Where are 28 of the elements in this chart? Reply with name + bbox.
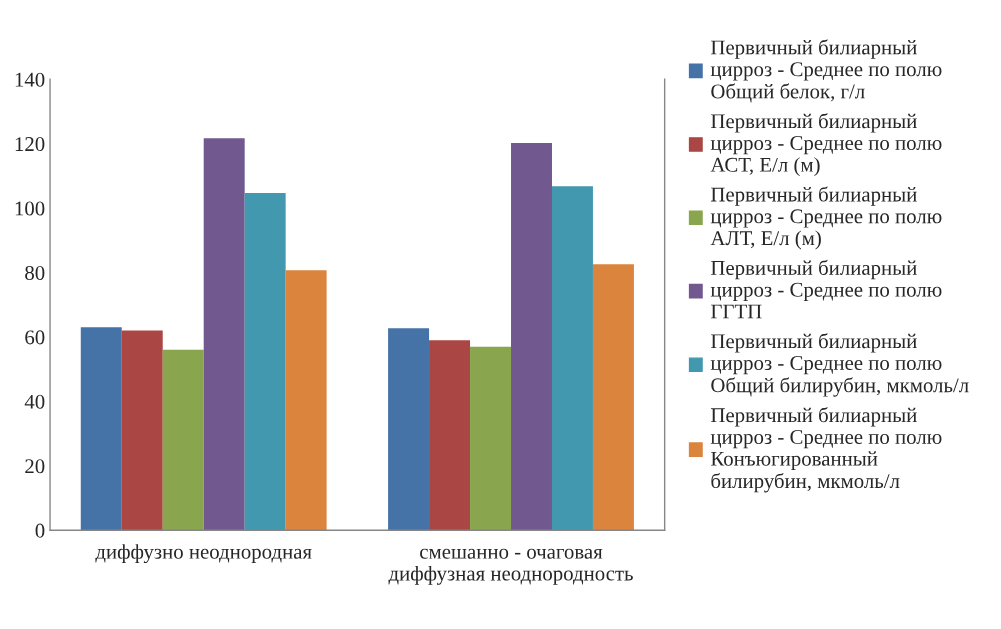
bar (80, 327, 122, 531)
x-tick-label: диффузно неоднородная (95, 544, 312, 564)
legend-label: Первичный билиарный цирроз - Среднее по полю Общий белок, г/л (710, 39, 942, 103)
y-tick-label: 40 (24, 394, 45, 409)
bar (388, 328, 430, 531)
bar (429, 340, 471, 531)
y-tick-label: 20 (25, 459, 45, 474)
legend-label: Первичный билиарный цирроз - Среднее по полю ГГТП (710, 259, 942, 319)
bar (592, 264, 634, 531)
y-tick-label: 120 (15, 137, 45, 152)
x-tick-label: смешанно - очаговая диффузная неоднородность (388, 548, 633, 585)
legend-label: Первичный билиарный цирроз - Среднее по полю Общий билирубин, мкмоль/л (710, 333, 969, 397)
bar (203, 138, 245, 531)
bar (470, 346, 512, 531)
y-tick-label: 0 (35, 523, 45, 538)
bar (285, 270, 327, 531)
y-tick-label: 140 (15, 72, 45, 87)
y-tick-label: 100 (15, 201, 45, 216)
bar (244, 192, 286, 531)
legend-label: Первичный билиарный цирроз - Среднее по полю АСТ, Е/л (м) (710, 113, 942, 177)
y-tick-label: 80 (25, 265, 45, 280)
bar (162, 349, 204, 531)
bar (551, 186, 593, 531)
bar (121, 330, 163, 531)
legend-label: Первичный билиарный цирроз - Среднее по полю Конъюгированный билирубин, мкмоль/л (710, 407, 942, 493)
bar (511, 143, 552, 531)
legend-label: Первичный билиарный цирроз - Среднее по полю АЛТ, Е/л (м) (710, 186, 942, 250)
y-tick-label: 60 (25, 330, 45, 345)
